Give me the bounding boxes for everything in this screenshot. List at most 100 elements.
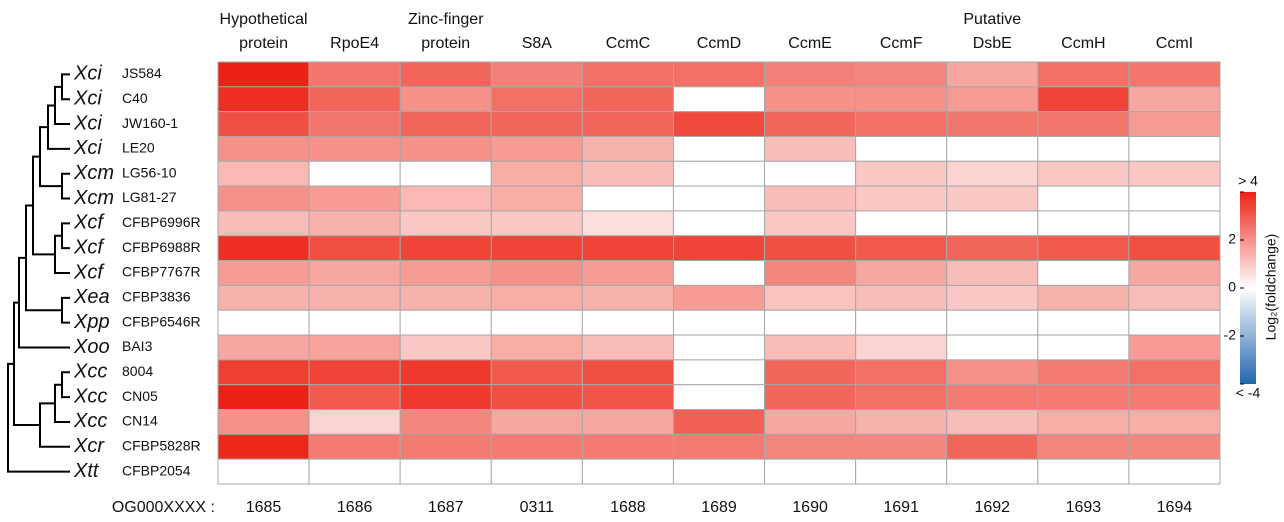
heat-cell — [308, 309, 401, 336]
heat-cell — [855, 210, 948, 237]
heat-cell — [490, 309, 583, 336]
strain-label: C40 — [122, 90, 148, 106]
heat-cell — [1128, 458, 1221, 485]
heat-cell — [1037, 384, 1130, 411]
heat-cell — [308, 135, 401, 162]
heat-cell — [946, 235, 1039, 262]
heat-cell — [1128, 86, 1221, 113]
heat-cell — [490, 86, 583, 113]
heat-cell — [217, 334, 310, 361]
heat-cell — [855, 235, 948, 262]
heat-cell — [490, 284, 583, 311]
heat-cell — [1128, 384, 1221, 411]
column-header: CcmC — [606, 35, 650, 52]
tree-branch — [39, 126, 62, 188]
tree-branch — [32, 155, 55, 256]
heat-cell — [946, 309, 1039, 336]
heat-cell — [399, 309, 492, 336]
heat-cell — [581, 409, 674, 435]
species-label: Xoo — [73, 336, 110, 358]
species-label: Xcc — [73, 361, 107, 383]
heat-cell — [855, 433, 948, 460]
heat-cell — [946, 433, 1039, 460]
heat-cell — [855, 458, 948, 485]
heat-cell — [1128, 135, 1221, 162]
column-header: CcmH — [1061, 35, 1105, 52]
strain-label: CFBP6996R — [122, 214, 201, 230]
heat-cell — [308, 111, 401, 137]
tree-branch — [61, 172, 70, 200]
heat-cell — [308, 86, 401, 113]
heat-cell — [399, 260, 492, 286]
heat-cell — [217, 309, 310, 336]
heat-cell — [1037, 235, 1130, 262]
heat-cell — [946, 284, 1039, 311]
heat-cell — [764, 160, 857, 187]
column-header: CcmE — [788, 35, 832, 52]
heat-cell — [946, 334, 1039, 361]
heat-cell — [399, 284, 492, 311]
og-label: OG000XXXX : — [112, 499, 215, 516]
heat-cell — [1037, 86, 1130, 113]
heat-cell — [490, 384, 583, 411]
heat-cell — [490, 111, 583, 137]
strain-label: CN14 — [122, 413, 158, 429]
heat-cell — [672, 210, 766, 237]
strain-label: LG56-10 — [122, 164, 177, 180]
heat-cell — [764, 334, 857, 361]
strain-label: BAI3 — [122, 338, 153, 354]
heat-cell — [581, 359, 674, 386]
heat-cell — [399, 61, 492, 88]
heat-cell — [855, 359, 948, 386]
heat-cell — [399, 384, 492, 411]
heat-cell — [946, 86, 1039, 113]
heat-cell — [946, 384, 1039, 411]
heat-cell — [581, 86, 674, 113]
heat-cell — [217, 409, 310, 435]
column-id: 1685 — [246, 499, 282, 516]
species-label: Xcc — [73, 385, 107, 407]
heat-cell — [490, 210, 583, 237]
species-label: Xtt — [73, 460, 100, 482]
heat-cell — [946, 135, 1039, 162]
column-id: 1693 — [1066, 499, 1102, 516]
heat-cell — [1128, 409, 1221, 435]
species-label: Xcm — [73, 162, 114, 184]
strain-label: LE20 — [122, 140, 155, 156]
heat-cell — [490, 260, 583, 286]
heat-cell — [217, 359, 310, 386]
heat-cell — [581, 458, 674, 485]
heat-cell — [308, 185, 401, 212]
heat-cell — [490, 61, 583, 88]
strain-label: JS584 — [122, 65, 162, 81]
column-id: 1688 — [610, 499, 646, 516]
heat-cell — [1128, 359, 1221, 386]
heat-cell — [399, 433, 492, 460]
heat-cell — [1037, 135, 1130, 162]
heat-cell — [855, 111, 948, 137]
species-label: Xcr — [73, 435, 105, 457]
heat-cell — [672, 160, 766, 187]
tree-branch — [47, 104, 70, 150]
heat-cell — [490, 334, 583, 361]
heat-cell — [946, 185, 1039, 212]
heat-cell — [217, 86, 310, 113]
column-id: 1686 — [337, 499, 373, 516]
species-label: Xpp — [73, 311, 110, 333]
heat-cell — [1128, 111, 1221, 137]
heat-cell — [764, 260, 857, 286]
strain-label: CFBP3836 — [122, 289, 191, 305]
heat-cell — [399, 111, 492, 137]
heat-cell — [855, 260, 948, 286]
heat-cell — [946, 61, 1039, 88]
tree-branch — [61, 73, 70, 101]
heat-cell — [490, 235, 583, 262]
heat-cell — [672, 185, 766, 212]
colorbar-tick-label: 0 — [1228, 279, 1236, 295]
heat-cell — [855, 61, 948, 88]
heat-cell — [581, 160, 674, 187]
heat-cell — [217, 111, 310, 137]
heat-cell — [1037, 61, 1130, 88]
heat-cell — [308, 235, 401, 262]
heat-cell — [672, 235, 766, 262]
